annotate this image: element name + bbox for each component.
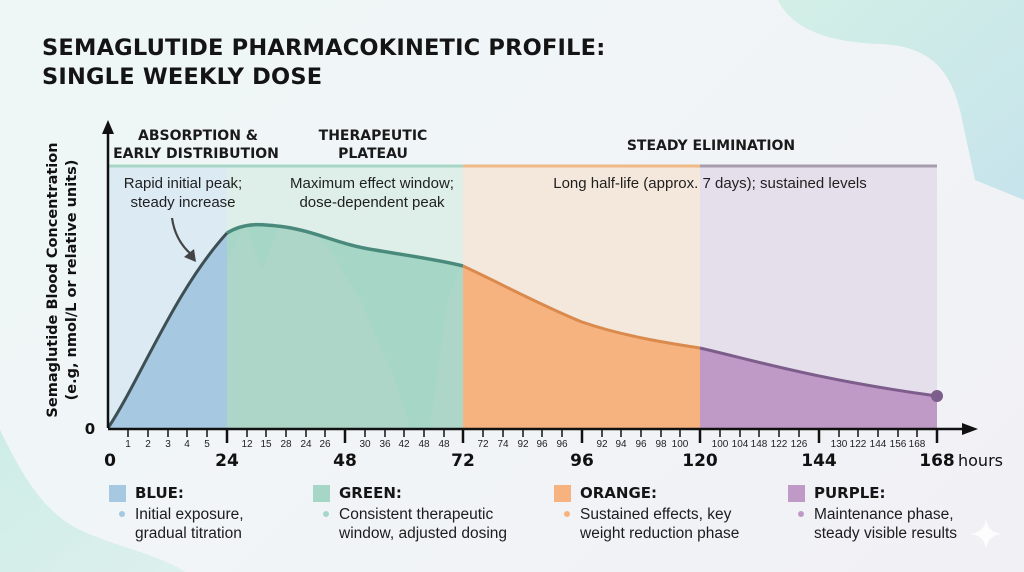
svg-text:15: 15 xyxy=(260,439,272,450)
chart-title-line1: SEMAGLUTIDE PHARMACOKINETIC PROFILE: xyxy=(42,35,606,61)
svg-text:26: 26 xyxy=(319,439,331,450)
bullet-icon xyxy=(323,511,329,517)
y-axis-label-2: (e.g, nmol/L or relative units) xyxy=(64,160,80,401)
curve-green xyxy=(226,222,464,268)
svg-text:28: 28 xyxy=(280,439,292,450)
y-axis-zero: 0 xyxy=(85,420,95,438)
legend-desc-purple-2: steady visible results xyxy=(814,525,958,542)
svg-text:96: 96 xyxy=(570,451,594,471)
phase-note-plateau-2: dose-dependent peak xyxy=(299,194,445,211)
legend-desc-orange-1: Sustained effects, key xyxy=(580,506,732,523)
svg-text:72: 72 xyxy=(451,451,475,471)
phase-note-elimination: Long half-life (approx. 7 days); sustain… xyxy=(553,175,867,192)
minor-ticks xyxy=(127,429,918,437)
svg-text:3: 3 xyxy=(165,439,171,450)
legend-desc-blue-1: Initial exposure, xyxy=(135,506,244,523)
chart-title: SEMAGLUTIDE PHARMACOKINETIC PROFILE: SIN… xyxy=(42,34,605,92)
curve-blue xyxy=(106,231,229,429)
legend-item-orange: ORANGE: Sustained effects, key weight re… xyxy=(554,484,739,543)
y-axis-arrow-icon xyxy=(102,120,114,134)
svg-text:98: 98 xyxy=(655,439,667,450)
curve-purple xyxy=(699,346,938,398)
svg-text:92: 92 xyxy=(596,439,608,450)
legend-item-purple: PURPLE: Maintenance phase, steady visibl… xyxy=(788,484,957,543)
phase-title-plateau-1: THERAPEUTIC xyxy=(319,128,428,144)
svg-text:12: 12 xyxy=(241,439,253,450)
svg-text:126: 126 xyxy=(791,439,808,450)
annotation-arrow-icon xyxy=(170,217,193,256)
phase-title-plateau-2: PLATEAU xyxy=(338,146,408,162)
svg-text:48: 48 xyxy=(438,439,450,450)
phase-title-absorption-1: ABSORPTION & xyxy=(138,128,258,144)
svg-text:48: 48 xyxy=(333,451,357,471)
bullet-icon xyxy=(564,511,570,517)
legend-desc-purple-1: Maintenance phase, xyxy=(814,506,954,523)
major-tick-labels: 0 24 48 72 96 120 144 168 xyxy=(104,451,955,471)
svg-text:1: 1 xyxy=(125,439,131,450)
chart-title-line2: SINGLE WEEKLY DOSE xyxy=(42,64,323,90)
legend-name-orange: ORANGE: xyxy=(580,484,658,502)
svg-text:144: 144 xyxy=(870,439,887,450)
bullet-icon xyxy=(119,511,125,517)
legend-desc-orange-2: weight reduction phase xyxy=(580,525,740,542)
svg-text:100: 100 xyxy=(712,439,729,450)
legend-swatch-purple xyxy=(788,484,805,502)
legend-name-purple: PURPLE: xyxy=(814,484,886,502)
svg-text:96: 96 xyxy=(556,439,568,450)
svg-text:36: 36 xyxy=(379,439,391,450)
y-axis-label-1: Semaglutide Blood Concentration xyxy=(45,142,61,417)
legend-desc-green-2: window, adjusted dosing xyxy=(339,525,508,542)
svg-text:144: 144 xyxy=(801,451,837,471)
legend-desc-blue-2: gradual titration xyxy=(135,525,242,542)
svg-text:4: 4 xyxy=(184,439,190,450)
svg-text:74: 74 xyxy=(497,439,509,450)
svg-text:48: 48 xyxy=(418,439,430,450)
svg-text:148: 148 xyxy=(751,439,768,450)
svg-text:122: 122 xyxy=(771,439,788,450)
legend: BLUE: Initial exposure, gradual titratio… xyxy=(0,484,1024,554)
svg-text:104: 104 xyxy=(732,439,749,450)
svg-text:122: 122 xyxy=(850,439,867,450)
bullet-icon xyxy=(798,511,804,517)
svg-text:168: 168 xyxy=(909,439,926,450)
svg-text:96: 96 xyxy=(635,439,647,450)
legend-item-blue: BLUE: Initial exposure, gradual titratio… xyxy=(109,484,244,543)
curve-orange xyxy=(462,264,701,350)
svg-text:30: 30 xyxy=(359,439,371,450)
phase-note-absorption-1: Rapid initial peak; xyxy=(124,175,242,192)
legend-item-green: GREEN: Consistent therapeutic window, ad… xyxy=(313,484,507,543)
legend-swatch-blue xyxy=(109,484,126,502)
x-axis-arrow-icon xyxy=(962,423,978,435)
legend-swatch-green xyxy=(313,484,330,502)
svg-text:92: 92 xyxy=(517,439,529,450)
x-axis-unit: hours xyxy=(958,451,1003,470)
svg-text:94: 94 xyxy=(615,439,627,450)
phase-note-absorption-2: steady increase xyxy=(130,194,235,211)
svg-text:0: 0 xyxy=(104,451,116,471)
svg-text:2: 2 xyxy=(145,439,151,450)
major-ticks xyxy=(225,429,939,443)
phase-title-elimination: STEADY ELIMINATION xyxy=(627,138,795,154)
sparkle-icon xyxy=(970,518,1002,550)
svg-text:120: 120 xyxy=(682,451,718,471)
pk-chart: ABSORPTION & EARLY DISTRIBUTION THERAPEU… xyxy=(45,120,1003,471)
legend-name-blue: BLUE: xyxy=(135,484,184,502)
phase-title-absorption-2: EARLY DISTRIBUTION xyxy=(113,146,279,162)
svg-text:24: 24 xyxy=(215,451,239,471)
svg-text:5: 5 xyxy=(204,439,210,450)
legend-desc-green-1: Consistent therapeutic xyxy=(339,506,494,523)
svg-text:24: 24 xyxy=(300,439,312,450)
legend-name-green: GREEN: xyxy=(339,484,402,502)
svg-text:42: 42 xyxy=(398,439,410,450)
end-point-marker[interactable] xyxy=(931,390,943,402)
svg-text:156: 156 xyxy=(890,439,907,450)
phase-note-plateau-1: Maximum effect window; xyxy=(290,175,454,192)
legend-swatch-orange xyxy=(554,484,571,502)
svg-text:100: 100 xyxy=(672,439,689,450)
svg-text:72: 72 xyxy=(477,439,489,450)
svg-text:168: 168 xyxy=(919,451,955,471)
svg-text:130: 130 xyxy=(831,439,848,450)
svg-text:96: 96 xyxy=(536,439,548,450)
